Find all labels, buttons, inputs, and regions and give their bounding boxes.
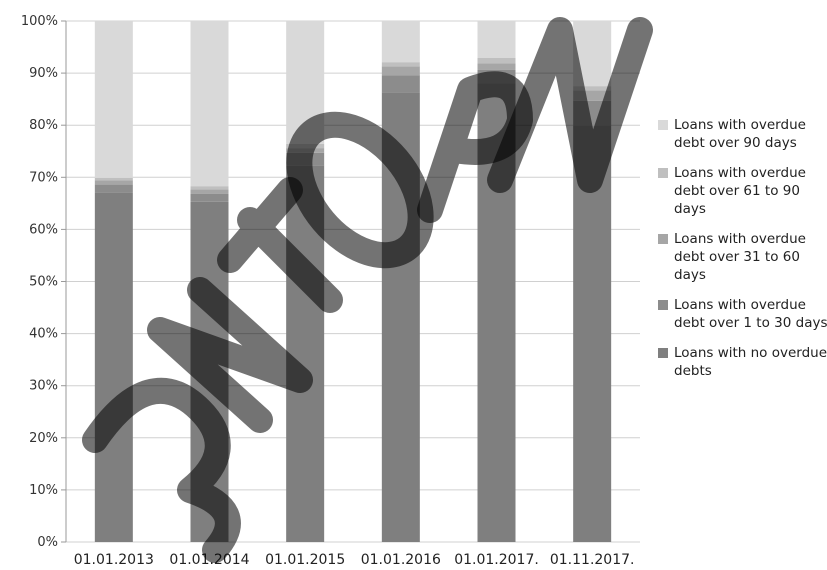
y-tick-label: 60% (29, 222, 58, 237)
bar-segment (190, 189, 229, 194)
x-tick-label: 01.01.2017. (454, 552, 539, 568)
legend-label: Loans with overdue debt over 31 to 60 da… (674, 231, 806, 283)
x-tick-label: 01.11.2017. (550, 552, 635, 568)
bar-segment (190, 201, 229, 543)
legend-swatch (658, 120, 668, 130)
bar-segment (573, 21, 612, 87)
bar-segment (381, 75, 420, 93)
x-axis-labels: 01.01.2013 01.01.2014 01.01.2015 01.01.2016… (74, 552, 635, 568)
bar-segment (286, 165, 325, 542)
bar-segment (286, 148, 325, 153)
bar-segment (477, 57, 516, 64)
y-tick-label: 50% (29, 275, 58, 290)
bar-segment (190, 186, 229, 190)
bar-segment (286, 152, 325, 166)
y-tick-label: 20% (29, 431, 58, 446)
bar-segment (381, 92, 420, 542)
legend-label: Loans with overdue debt over 1 to 30 day… (674, 297, 827, 331)
bar-segment (381, 21, 420, 63)
bar-segment (94, 21, 133, 178)
y-tick-label: 100% (21, 14, 58, 29)
legend-swatch (658, 348, 668, 358)
legend-item: Loans with overdue debt over 61 to 90 da… (658, 164, 827, 218)
legend-swatch (658, 300, 668, 310)
legend-swatch (658, 168, 668, 178)
bar-segment (477, 21, 516, 58)
bar-segment (573, 86, 612, 91)
x-tick-label: 01.01.2013 (74, 552, 154, 568)
legend-item: Loans with overdue debt over 1 to 30 day… (658, 296, 827, 332)
bar-segment (190, 193, 229, 202)
y-tick-label: 10% (29, 483, 58, 498)
legend-label: Loans with no overdue debts (674, 345, 827, 379)
bar-segment (573, 90, 612, 101)
legend-item: Loans with no overdue debts (658, 344, 827, 380)
y-tick-label: 70% (29, 170, 58, 185)
legend-swatch (658, 234, 668, 244)
bar-segment (573, 125, 612, 542)
bar-segment (190, 21, 229, 187)
y-tick-label: 40% (29, 327, 58, 342)
y-tick-label: 80% (29, 118, 58, 133)
x-tick-label: 01.01.2016 (361, 552, 441, 568)
x-tick-label: 01.01.2015 (265, 552, 345, 568)
y-tick-label: 30% (29, 379, 58, 394)
legend-item: Loans with overdue debt over 31 to 60 da… (658, 230, 827, 284)
y-tick-label: 90% (29, 66, 58, 81)
legend-label: Loans with overdue debt over 90 days (674, 117, 806, 151)
bar-segment (381, 62, 420, 67)
bar-segment (286, 21, 325, 144)
bar-segment (381, 66, 420, 76)
y-tick-label: 0% (37, 535, 58, 550)
bar-segment (477, 83, 516, 543)
bar-segment (477, 69, 516, 84)
y-axis-ticks: 0% 10% 20% 30% 40% 50% 60% 70% 80% 90% 100% (21, 14, 58, 550)
bar-segment (94, 184, 133, 193)
legend-item: Loans with overdue debt over 90 days (658, 116, 827, 152)
bar-segment (94, 192, 133, 542)
bar-segment (94, 177, 133, 181)
x-tick-label: 01.01.2014 (169, 552, 249, 568)
bar-segment (573, 100, 612, 126)
bar-segment (94, 180, 133, 185)
bar-segment (477, 63, 516, 70)
bar-segment (286, 143, 325, 149)
legend-label: Loans with overdue debt over 61 to 90 da… (674, 165, 806, 217)
legend: Loans with overdue debt over 90 days Loan… (658, 116, 827, 392)
gridlines (61, 20, 640, 543)
